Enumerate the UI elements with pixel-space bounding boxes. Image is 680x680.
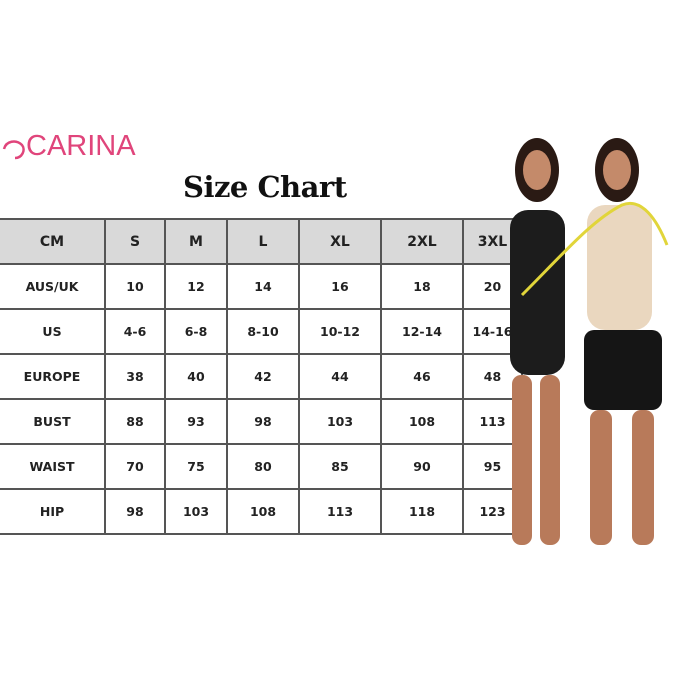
table-cell: 98 <box>104 488 166 535</box>
table-cell: 93 <box>164 398 228 445</box>
column-header: S <box>104 218 166 265</box>
table-cell: 108 <box>380 398 464 445</box>
row-label: HIP <box>0 488 106 535</box>
table-row: AUS/UK 10 12 14 16 18 20 <box>0 263 523 310</box>
table-cell: 90 <box>380 443 464 490</box>
page-title: Size Chart <box>183 170 347 204</box>
table-cell: 10-12 <box>298 308 382 355</box>
table-cell: 8-10 <box>226 308 300 355</box>
size-table: CM S M L XL 2XL 3XL AUS/UK 10 12 14 16 18 20 US 4-6 6-8… <box>0 218 523 535</box>
column-header: XL <box>298 218 382 265</box>
table-cell: 18 <box>380 263 464 310</box>
brand-logo: CARINA <box>2 128 136 164</box>
table-cell: 118 <box>380 488 464 535</box>
row-label: EUROPE <box>0 353 106 400</box>
table-cell: 85 <box>298 443 382 490</box>
table-cell: 16 <box>298 263 382 310</box>
table-cell: 46 <box>380 353 464 400</box>
column-header: CM <box>0 218 106 265</box>
table-cell: 14 <box>226 263 300 310</box>
table-cell: 75 <box>164 443 228 490</box>
table-cell: 44 <box>298 353 382 400</box>
table-cell: 6-8 <box>164 308 228 355</box>
table-cell: 10 <box>104 263 166 310</box>
table-row: HIP 98 103 108 113 118 123 <box>0 488 523 535</box>
table-cell: 42 <box>226 353 300 400</box>
table-cell: 38 <box>104 353 166 400</box>
table-cell: 88 <box>104 398 166 445</box>
table-cell: 12 <box>164 263 228 310</box>
table-row: WAIST 70 75 80 85 90 95 <box>0 443 523 490</box>
row-label: US <box>0 308 106 355</box>
table-cell: 4-6 <box>104 308 166 355</box>
table-cell: 108 <box>226 488 300 535</box>
table-cell: 113 <box>298 488 382 535</box>
models-photo <box>510 138 669 545</box>
table-cell: 70 <box>104 443 166 490</box>
column-header: 2XL <box>380 218 464 265</box>
row-label: WAIST <box>0 443 106 490</box>
table-cell: 103 <box>298 398 382 445</box>
table-cell: 98 <box>226 398 300 445</box>
table-cell: 40 <box>164 353 228 400</box>
column-header: L <box>226 218 300 265</box>
table-cell: 103 <box>164 488 228 535</box>
table-header-row: CM S M L XL 2XL 3XL <box>0 218 523 265</box>
column-header: M <box>164 218 228 265</box>
table-row: BUST 88 93 98 103 108 113 <box>0 398 523 445</box>
row-label: AUS/UK <box>0 263 106 310</box>
row-label: BUST <box>0 398 106 445</box>
table-row: EUROPE 38 40 42 44 46 48 <box>0 353 523 400</box>
table-cell: 80 <box>226 443 300 490</box>
brand-name: CARINA <box>26 129 136 162</box>
logo-swoosh-icon <box>2 140 25 160</box>
table-cell: 12-14 <box>380 308 464 355</box>
table-row: US 4-6 6-8 8-10 10-12 12-14 14-16 <box>0 308 523 355</box>
